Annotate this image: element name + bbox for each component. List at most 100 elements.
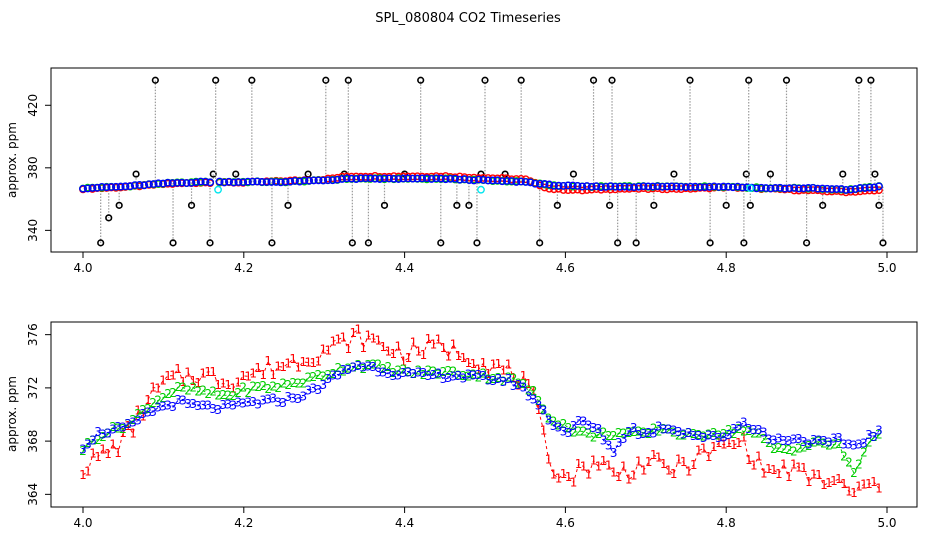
top-blue-point [535, 179, 544, 188]
top-blue-point [215, 177, 224, 186]
series-1-symbol: 1 [114, 446, 122, 460]
series-1-symbol: 1 [555, 471, 563, 485]
series-1-symbol: 1 [440, 341, 448, 355]
top-blue-point [517, 177, 525, 186]
series-1-symbol: 1 [239, 369, 247, 383]
top-blue-point [187, 178, 196, 187]
series-3-symbol: 3 [605, 438, 613, 452]
top-blue-point [762, 184, 770, 192]
top-blue-point [521, 178, 530, 186]
series-2-symbol: 2 [400, 362, 408, 376]
series-2-symbol: 2 [615, 426, 623, 440]
series-3-symbol: 3 [410, 367, 418, 381]
top-blue-point [352, 175, 361, 184]
series-1-symbol: 1 [595, 460, 603, 474]
top-blue-point [107, 183, 116, 191]
series-3-symbol: 3 [79, 442, 87, 456]
series-3-symbol: 3 [615, 436, 623, 450]
top-blue-point [479, 175, 488, 184]
series-1-symbol: 1 [560, 467, 568, 481]
series-1-symbol: 1 [445, 350, 453, 364]
top-blue-point [776, 183, 784, 192]
series-1-symbol: 1 [525, 377, 533, 391]
series-1-symbol: 1 [84, 465, 92, 479]
top-blue-point [451, 174, 459, 183]
series-2-symbol: 2 [294, 377, 302, 391]
series-2-symbol: 2 [184, 383, 192, 397]
top-blue-point [658, 182, 667, 191]
top-blue-point [418, 174, 427, 183]
spike-marker [517, 76, 525, 84]
series-1-symbol: 1 [625, 473, 633, 487]
bottom-y-tick-label: 376 [26, 323, 40, 346]
top-x-axis: 4.0 4.2 4.4 4.6 4.8 5.0 [73, 252, 897, 275]
spike-marker [670, 170, 678, 178]
series-1-symbol: 1 [224, 378, 232, 392]
top-blue-point [856, 184, 865, 192]
series-3-symbol: 3 [565, 426, 573, 440]
series-1-symbol: 1 [775, 467, 783, 481]
top-blue-point [738, 183, 747, 192]
spike-marker [473, 239, 481, 247]
series-2-symbol: 2 [760, 432, 768, 446]
series-1-symbol: 1 [530, 384, 538, 398]
series-2-symbol: 2 [795, 442, 803, 456]
series-3-symbol: 3 [299, 390, 307, 404]
series-3-symbol: 3 [835, 431, 843, 445]
top-blue-point [281, 177, 290, 186]
series-3-symbol: 3 [289, 391, 297, 405]
series-3-symbol: 3 [304, 384, 312, 398]
series-1-symbol: 1 [420, 348, 428, 362]
top-blue-point [178, 178, 186, 187]
series-2-symbol: 2 [164, 387, 172, 401]
top-blue-point [126, 182, 134, 191]
bottom-x-tick-label: 4.4 [395, 516, 414, 530]
spike-marker [839, 170, 847, 178]
top-blue-point [630, 183, 638, 192]
series-3-symbol: 3 [324, 372, 332, 386]
series-2-symbol: 2 [570, 426, 578, 440]
series-1-symbol: 1 [635, 455, 643, 469]
panel-top: 340 380 420 4.0 4.2 4.4 4.6 4.8 5.0 approx. ppm [5, 67, 918, 275]
top-blue-point [578, 182, 587, 191]
top-blue-point [832, 185, 841, 193]
top-spikes [97, 76, 887, 247]
series-1-symbol: 1 [755, 449, 763, 463]
series-2-symbol: 2 [395, 363, 403, 377]
series-2-symbol: 2 [560, 417, 568, 431]
series-3-symbol: 3 [515, 378, 523, 392]
top-blue-point [611, 182, 620, 191]
series-2-symbol: 2 [815, 435, 823, 449]
series-2-symbol: 2 [535, 394, 543, 408]
series-2-symbol: 2 [800, 440, 808, 454]
top-blue-point [865, 183, 874, 192]
series-3-symbol: 3 [830, 432, 838, 446]
top-blue-point [239, 178, 248, 187]
series-2-symbol: 2 [825, 438, 833, 452]
series-3-symbol: 3 [675, 425, 683, 439]
series-3-symbol: 3 [625, 425, 633, 439]
top-blue-point [531, 179, 540, 188]
top-blue-point [809, 183, 817, 192]
series-3-symbol: 3 [775, 432, 783, 446]
series-3-symbol: 3 [790, 433, 798, 447]
series-2-symbol: 2 [339, 365, 347, 379]
series-2-symbol: 2 [835, 437, 843, 451]
top-blue-point [502, 176, 511, 185]
series-3-symbol: 3 [395, 369, 403, 383]
series-2-symbol: 2 [510, 371, 518, 385]
series-3-symbol: 3 [740, 416, 748, 430]
series-3-symbol: 3 [480, 369, 488, 383]
top-blue-point [550, 181, 558, 190]
series-3-symbol: 3 [375, 365, 383, 379]
top-blue-point [616, 182, 624, 191]
series-2-symbol: 2 [715, 429, 723, 443]
series-1-symbol: 1 [825, 476, 833, 490]
top-blue-point [375, 175, 384, 183]
series-2-symbol: 2 [745, 424, 753, 438]
top-blue-point [225, 177, 233, 186]
series-2-symbol: 2 [555, 419, 563, 433]
series-3-symbol: 3 [610, 446, 618, 460]
series-3-symbol: 3 [329, 369, 337, 383]
spike-marker [608, 76, 616, 84]
